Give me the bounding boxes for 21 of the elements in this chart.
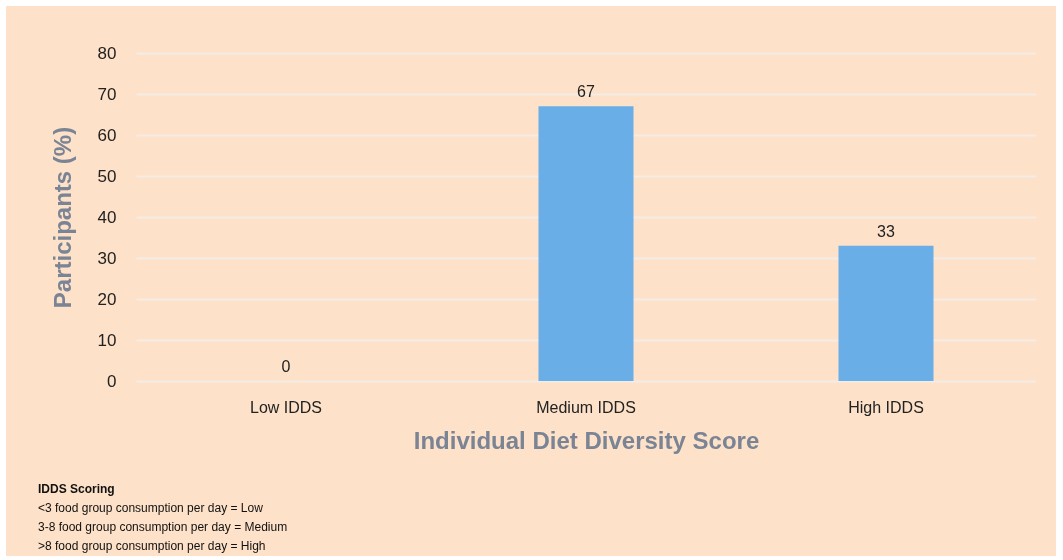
y-tick-label: 10 [97, 330, 117, 350]
y-axis-title: Participants (%) [48, 126, 76, 309]
y-tick-label: 70 [97, 84, 117, 104]
y-tick-label: 30 [97, 248, 117, 268]
data-label: 33 [877, 222, 895, 240]
text: IDDS Scoring [38, 481, 116, 498]
x-axis-title: Individual Diet Diversity Score [413, 426, 760, 454]
y-tick-label: 20 [97, 289, 117, 309]
data-label: 67 [577, 83, 595, 101]
y-tick-label: 40 [97, 207, 117, 227]
y-tick-label: 60 [97, 125, 117, 145]
text: 3-8 food group consumption per day = Medium [38, 519, 288, 536]
x-tick-label: Low IDDS [249, 398, 323, 416]
text: <3 food group consumption per day = Low [38, 500, 264, 517]
y-tick-label: 50 [97, 166, 117, 186]
text: >8 food group consumption per day = High [38, 538, 267, 555]
data-label: 0 [281, 358, 291, 375]
x-tick-label: High IDDS [848, 398, 924, 416]
y-tick-label: 0 [107, 371, 117, 391]
x-tick-label: Medium IDDS [536, 398, 636, 416]
y-tick-label: 80 [97, 43, 117, 63]
